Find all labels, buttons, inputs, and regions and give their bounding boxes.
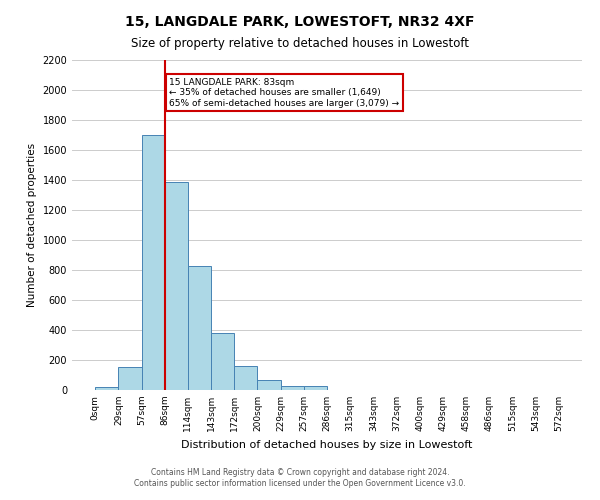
Bar <box>188 266 211 390</box>
Bar <box>118 367 142 390</box>
X-axis label: Distribution of detached houses by size in Lowestoft: Distribution of detached houses by size … <box>181 440 473 450</box>
Bar <box>257 380 281 390</box>
Bar <box>211 333 234 390</box>
Y-axis label: Number of detached properties: Number of detached properties <box>27 143 37 307</box>
Text: 15, LANGDALE PARK, LOWESTOFT, NR32 4XF: 15, LANGDALE PARK, LOWESTOFT, NR32 4XF <box>125 15 475 29</box>
Text: 15 LANGDALE PARK: 83sqm
← 35% of detached houses are smaller (1,649)
65% of semi: 15 LANGDALE PARK: 83sqm ← 35% of detache… <box>169 78 400 108</box>
Bar <box>165 182 188 390</box>
Bar <box>234 366 257 390</box>
Bar <box>95 387 118 390</box>
Bar <box>142 135 165 390</box>
Text: Contains HM Land Registry data © Crown copyright and database right 2024.
Contai: Contains HM Land Registry data © Crown c… <box>134 468 466 487</box>
Text: Size of property relative to detached houses in Lowestoft: Size of property relative to detached ho… <box>131 38 469 51</box>
Bar <box>304 386 327 390</box>
Bar <box>281 386 304 390</box>
